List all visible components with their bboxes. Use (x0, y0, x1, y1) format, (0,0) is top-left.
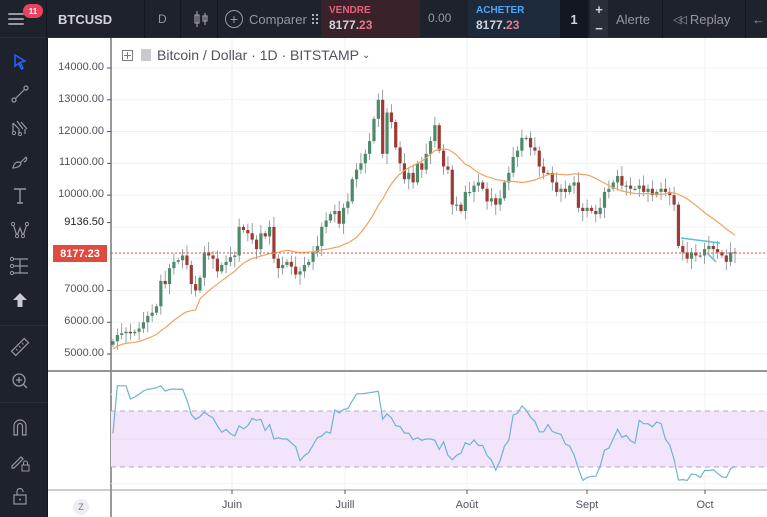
quantity-stepper[interactable]: + − (590, 0, 608, 38)
time-axis-label: Oct (696, 499, 714, 511)
notification-badge: 11 (23, 4, 43, 18)
pattern-icon (10, 221, 30, 239)
chevron-down-icon[interactable]: ⌄ (362, 49, 371, 61)
timezone-button[interactable]: Z (73, 499, 89, 515)
chart-legend[interactable]: Bitcoin / Dollar · 1D · BITSTAMP ⌄ (122, 47, 370, 63)
buy-label: ACHETER (476, 5, 525, 16)
compare-button[interactable]: + Comparer (225, 0, 307, 38)
pitchfork-icon (11, 120, 28, 137)
prediction-tool[interactable] (8, 254, 32, 278)
price-axis-label: 12000.00 (58, 124, 104, 137)
prediction-icon (9, 256, 28, 276)
plus-circle-icon: + (225, 10, 243, 28)
arrow-up-icon (13, 293, 27, 307)
time-axis-label: Juin (221, 499, 243, 511)
price-axis-label: 5000.00 (64, 347, 104, 359)
buy-price: 8177.23 (476, 18, 520, 32)
increment-button[interactable]: + (595, 2, 603, 17)
price-axis-label: 14000.00 (58, 61, 104, 73)
unlock-icon (13, 487, 27, 505)
magnet-icon (13, 419, 27, 436)
symbol-title: Bitcoin / Dollar · 1D · BITSTAMP (157, 47, 360, 63)
pattern-tool[interactable] (8, 218, 32, 242)
measure-tool[interactable] (8, 335, 32, 359)
ruler-icon (10, 337, 30, 357)
spread-value: 0.00 (428, 11, 452, 25)
price-axis-label: 9136.50 (64, 215, 104, 228)
price-axis-label: 6000.00 (64, 315, 104, 328)
price-axis-label: 7000.00 (64, 283, 104, 296)
buy-button[interactable]: ACHETER 8177.23 (468, 0, 566, 38)
candles-icon (194, 11, 208, 27)
price-axis-label: 11000.00 (58, 156, 104, 169)
interval-button[interactable]: D (158, 12, 167, 26)
drawing-toolbar (0, 38, 48, 517)
symbol-search-button[interactable]: BTCUSD (58, 11, 113, 27)
unlock-all[interactable] (8, 484, 32, 508)
compare-label: Comparer (249, 11, 307, 27)
trading-panel-drag-handle[interactable] (310, 0, 320, 38)
current-price-tag: 8177.23 (53, 245, 107, 262)
expand-icon[interactable] (122, 49, 133, 61)
cursor-tool[interactable] (8, 50, 32, 74)
quantity-input[interactable]: 1 (560, 0, 588, 38)
sell-price: 8177.23 (329, 18, 373, 32)
price-axis-label: 10000.00 (58, 188, 104, 201)
symbol-logo-icon (141, 49, 151, 61)
magnet-mode[interactable] (8, 416, 32, 440)
brush-tool[interactable] (8, 150, 32, 174)
time-axis-label: Août (455, 499, 479, 511)
arrow-left-icon: ← (752, 11, 765, 27)
trend-line-tool[interactable] (8, 82, 32, 106)
price-axis-label: 13000.00 (58, 92, 104, 105)
replay-label: Replay (689, 11, 731, 27)
lock-drawings[interactable] (8, 450, 32, 474)
top-toolbar: 11 BTCUSD D + Comparer VENDRE 8177.23 0.… (0, 0, 767, 38)
brush-icon (12, 156, 28, 169)
time-axis-label: Sept (575, 499, 599, 511)
text-icon (14, 188, 26, 204)
cursor-icon (14, 53, 27, 71)
lock-drawing-icon (11, 456, 30, 472)
alert-button[interactable]: Alerte (616, 11, 650, 27)
decrement-button[interactable]: − (595, 21, 603, 36)
zoom-in-icon (12, 373, 28, 389)
zoom-tool[interactable] (8, 369, 32, 393)
sell-button[interactable]: VENDRE 8177.23 (321, 0, 420, 38)
sell-label: VENDRE (329, 5, 371, 16)
text-tool[interactable] (8, 184, 32, 208)
trend-line-icon (11, 85, 29, 103)
replay-button[interactable]: ◁◁ Replay (673, 0, 730, 38)
chart-type-button[interactable] (193, 0, 209, 38)
arrow-up-tool[interactable] (8, 288, 32, 312)
pitchfork-tool[interactable] (8, 116, 32, 140)
rewind-icon: ◁◁ (673, 13, 687, 26)
menu-button[interactable] (8, 0, 34, 38)
hamburger-icon (8, 10, 24, 28)
undo-button[interactable]: ← (752, 0, 765, 38)
time-axis-label: Juill (335, 499, 355, 511)
